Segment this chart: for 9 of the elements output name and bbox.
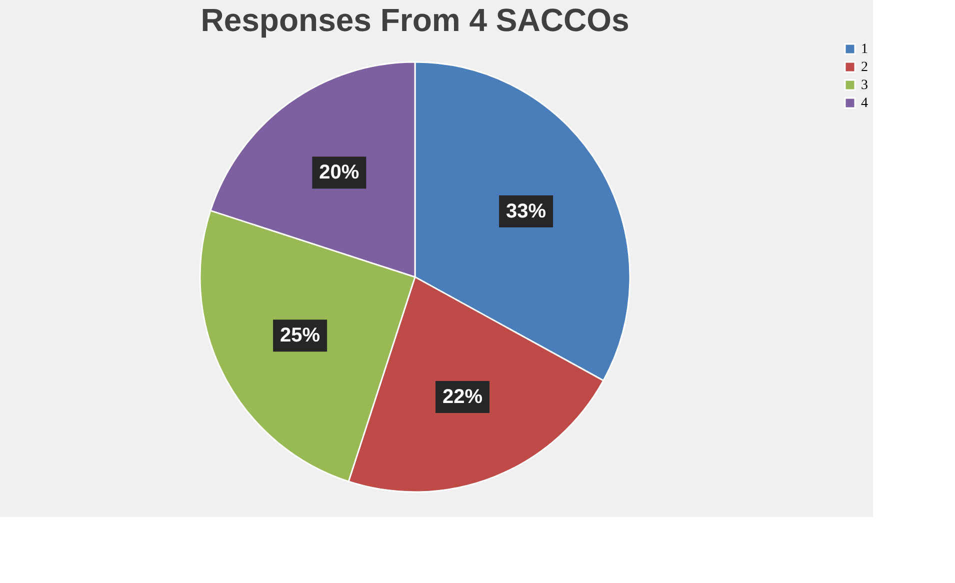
data-label: 20% — [319, 162, 360, 184]
legend-label: 2 — [861, 60, 868, 75]
data-label: 22% — [442, 386, 483, 408]
legend-label: 3 — [861, 78, 868, 93]
legend-label: 1 — [861, 42, 868, 57]
legend-label: 4 — [861, 96, 868, 111]
chart-title: Responses From 4 SACCOs — [200, 2, 630, 38]
data-label: 33% — [506, 200, 546, 222]
data-label: 25% — [280, 324, 320, 347]
